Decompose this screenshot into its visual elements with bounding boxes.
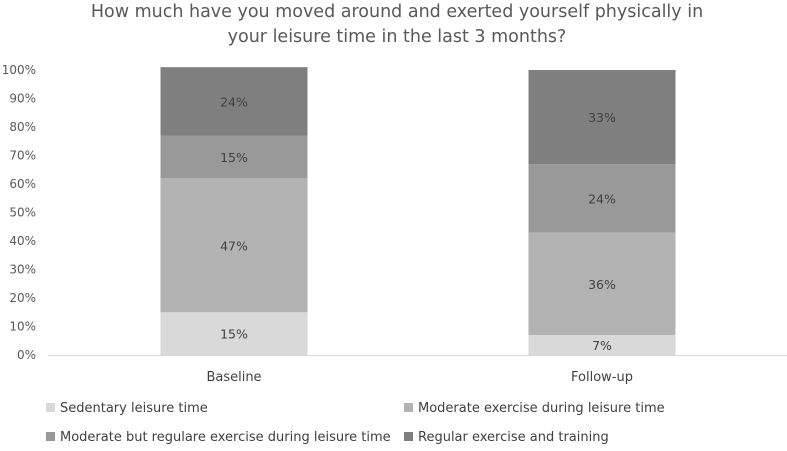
y-tick-label: 90% (9, 92, 36, 106)
data-label: 47% (220, 238, 248, 253)
data-label: 33% (588, 110, 616, 125)
legend-swatch (404, 403, 413, 412)
legend-label: Regular exercise and training (418, 430, 609, 445)
x-category-label: Follow-up (571, 370, 633, 385)
data-label: 24% (220, 94, 248, 109)
y-tick-label: 0% (17, 348, 36, 362)
legend-swatch (46, 432, 55, 441)
legend-label: Moderate but regulare exercise during le… (60, 430, 391, 445)
bar-segment (528, 164, 676, 233)
y-tick-label: 40% (9, 234, 36, 248)
y-tick-label: 60% (9, 177, 36, 191)
y-tick-label: 30% (9, 263, 36, 277)
y-tick-label: 20% (9, 291, 36, 305)
data-label: 7% (592, 338, 612, 353)
bar-segment (160, 135, 308, 179)
y-tick-label: 50% (9, 206, 36, 220)
bar-segment (528, 335, 676, 355)
bar-segment (160, 312, 308, 355)
y-tick-label: 70% (9, 149, 36, 163)
y-tick-label: 100% (2, 63, 36, 77)
bar-segment (160, 67, 308, 136)
legend-swatch (404, 432, 413, 441)
legend-label: Sedentary leisure time (60, 401, 208, 416)
y-tick-label: 10% (9, 320, 36, 334)
chart-title-line-2: your leisure time in the last 3 months? (228, 27, 567, 47)
data-label: 24% (588, 191, 616, 206)
chart-title-line-1: How much have you moved around and exert… (91, 2, 703, 22)
legend-label: Moderate exercise during leisure time (418, 401, 665, 416)
bar-segment (160, 178, 308, 313)
data-label: 15% (220, 150, 248, 165)
bar-segment (528, 70, 676, 165)
x-category-label: Baseline (206, 370, 261, 385)
data-label: 36% (588, 277, 616, 292)
data-label: 15% (220, 327, 248, 342)
y-tick-label: 80% (9, 120, 36, 134)
bar-segment (528, 232, 676, 336)
legend-swatch (46, 403, 55, 412)
